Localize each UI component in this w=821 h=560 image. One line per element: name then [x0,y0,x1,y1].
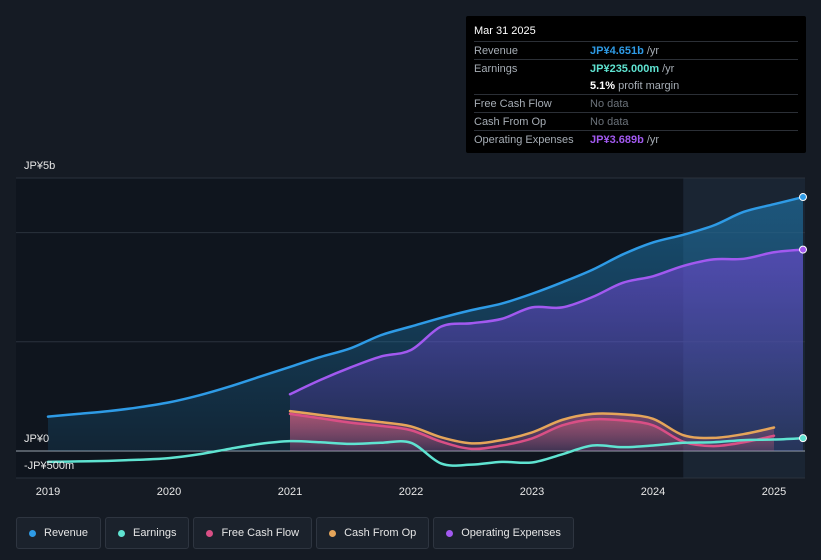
revenue-end-point [799,193,807,202]
tooltip-row-opex: Operating Expenses JP¥3.689b /yr [474,131,798,148]
legend-label: Revenue [44,527,89,539]
tooltip-date: Mar 31 2025 [474,23,798,42]
tooltip-row-revenue: Revenue JP¥4.651b /yr [474,42,798,60]
chart-area [16,177,807,479]
legend-item-operating-expenses[interactable]: Operating Expenses [433,517,574,549]
tooltip-unit: /yr [662,62,675,75]
tooltip-value: JP¥3.689b [590,133,644,146]
operating-expenses-end-point [799,245,807,254]
tooltip-value: No data [590,97,629,110]
earnings-line [46,436,805,467]
tooltip-label: Operating Expenses [474,133,574,146]
x-tick-label: 2019 [35,486,61,498]
revenue-line [46,195,805,418]
tooltip-row-fcf: Free Cash Flow No data [474,95,798,113]
chart-legend: Revenue Earnings Free Cash Flow Cash Fro… [16,517,574,549]
tooltip-unit: profit margin [618,79,680,92]
legend-item-revenue[interactable]: Revenue [16,517,102,549]
x-tick-label: 2021 [277,486,303,498]
x-tick-label: 2022 [398,486,424,498]
legend-label: Cash From Op [344,527,417,539]
tooltip-unit: /yr [646,44,660,57]
tooltip-label: Earnings [474,62,518,75]
tooltip-value: JP¥235.000m [590,62,660,75]
tooltip-row-margin: 5.1% profit margin [474,77,798,95]
x-tick-label: 2025 [761,486,787,498]
legend-item-earnings[interactable]: Earnings [105,517,190,549]
legend-label: Operating Expenses [461,527,561,539]
x-tick-label: 2023 [519,486,545,498]
legend-dot-icon [329,529,337,537]
x-tick-label: 2020 [156,486,182,498]
tooltip-value: No data [590,115,629,128]
legend-dot-icon [29,529,36,537]
operating-expenses-area [290,249,803,451]
legend-item-cash-from-op[interactable]: Cash From Op [316,517,430,549]
legend-dot-icon [118,529,126,537]
earnings-end-point [799,434,807,443]
legend-label: Free Cash Flow [221,527,300,539]
tooltip-unit: /yr [646,133,660,146]
y-label-top: JP¥5b [24,160,56,172]
tooltip-row-earnings: Earnings JP¥235.000m /yr [474,60,798,77]
tooltip-value: 5.1% [590,79,616,92]
y-label-zero: JP¥0 [24,433,50,445]
y-label-bottom: -JP¥500m [24,460,75,472]
tooltip-row-cfo: Cash From Op No data [474,113,798,131]
operating-expenses-line [288,248,805,396]
legend-dot-icon [206,529,214,537]
cash-from-op-line [288,409,776,445]
x-tick-label: 2024 [640,486,666,498]
legend-item-free-cash-flow[interactable]: Free Cash Flow [193,517,313,549]
tooltip-value: JP¥4.651b [590,44,644,57]
free-cash-flow-line [288,412,776,451]
tooltip-label: Cash From Op [474,115,547,128]
data-tooltip: Mar 31 2025 Revenue JP¥4.651b /yr Earnin… [466,16,806,153]
legend-label: Earnings [133,527,177,539]
tooltip-label: Free Cash Flow [474,97,552,110]
legend-dot-icon [446,529,454,537]
tooltip-label: Revenue [474,44,519,57]
